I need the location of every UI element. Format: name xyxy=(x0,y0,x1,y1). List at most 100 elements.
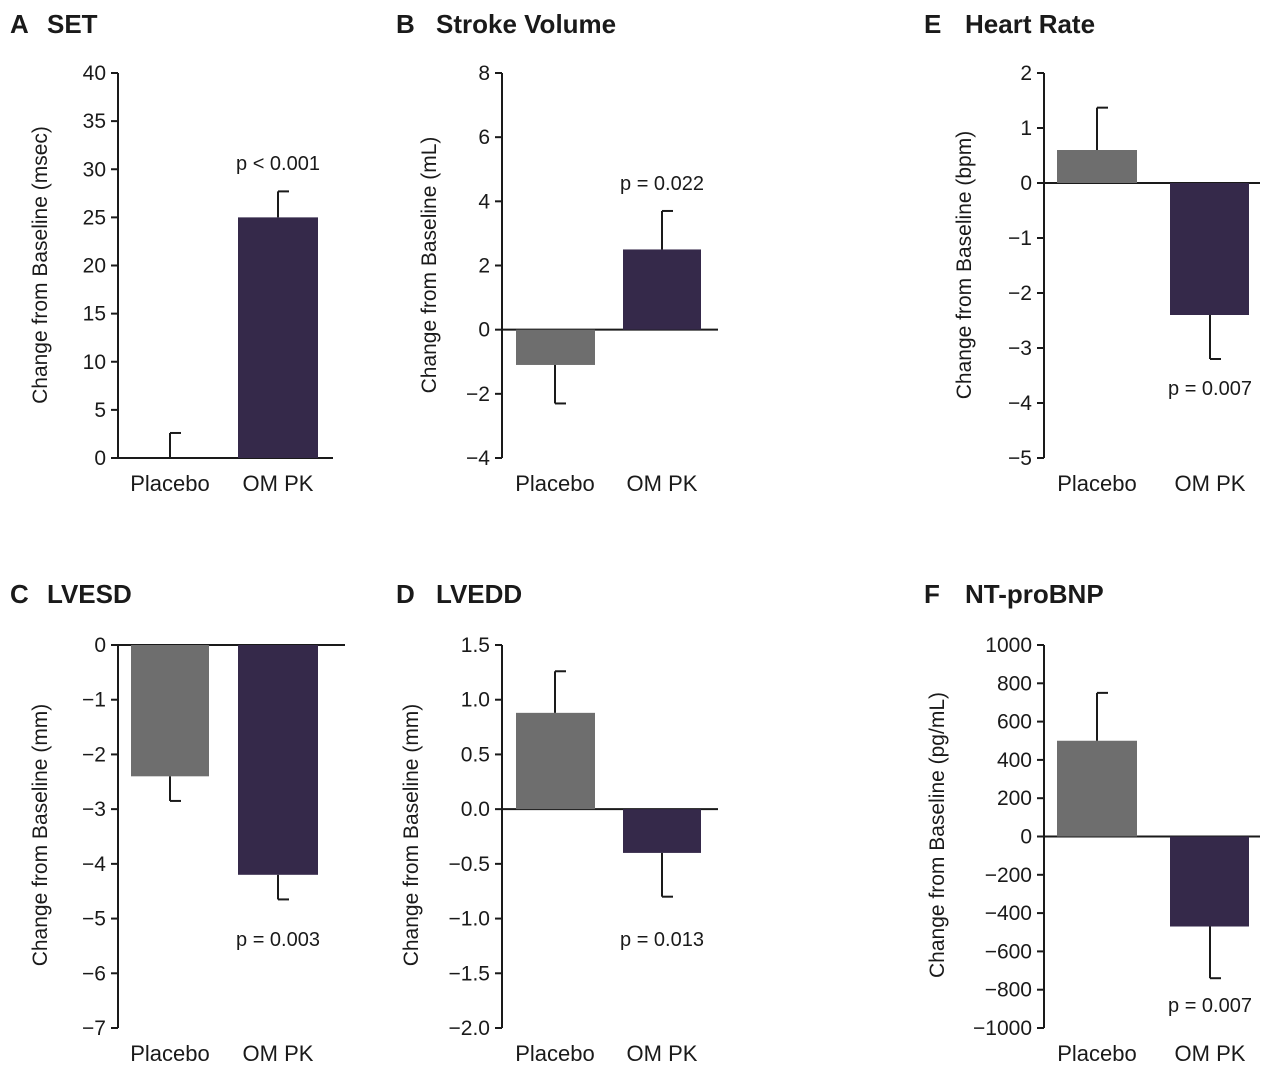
bar-om-pk xyxy=(1170,836,1249,927)
y-axis-label: Change from Baseline (mL) xyxy=(418,137,441,394)
panel-c: C LVESD −7 −6 −5 −4 −3 −2 −1 0 Change from Baselin… xyxy=(10,579,345,1066)
y-tick-label: 4 xyxy=(478,190,490,213)
panel-letter: A xyxy=(10,9,29,39)
y-tick-label: −3 xyxy=(1008,337,1032,360)
y-tick-label: 20 xyxy=(83,255,106,278)
y-tick-label: −5 xyxy=(1008,447,1032,470)
bar-placebo xyxy=(516,712,595,810)
panel-title: LVEDD xyxy=(436,579,522,609)
y-tick-label: 1 xyxy=(1020,117,1032,140)
panel-title: SET xyxy=(47,9,98,39)
y-tick-label: −800 xyxy=(985,979,1032,1002)
y-tick-label: 200 xyxy=(997,787,1032,810)
bar-placebo xyxy=(516,329,595,365)
bar-om-pk xyxy=(238,217,318,458)
x-category-label: OM PK xyxy=(627,471,698,496)
p-value-annotation: p = 0.007 xyxy=(1168,995,1252,1017)
panel-letter: C xyxy=(10,579,29,609)
y-axis-label: Change from Baseline (msec) xyxy=(29,126,52,404)
y-axis-label: Change from Baseline (pg/mL) xyxy=(926,692,949,978)
y-tick-label: 1000 xyxy=(985,634,1032,657)
panel-a: A SET 0 5 10 15 20 25 30 35 40 Change from Baseline… xyxy=(10,9,333,496)
y-tick-label: 40 xyxy=(83,62,106,85)
y-tick-label: 0 xyxy=(1020,172,1032,195)
y-tick-label: −2 xyxy=(466,383,490,406)
panel-letter: D xyxy=(396,579,415,609)
y-tick-label: 0 xyxy=(478,319,490,342)
p-value-annotation: p = 0.022 xyxy=(620,173,704,195)
y-tick-label: −0.5 xyxy=(449,853,490,876)
y-tick-label: −1000 xyxy=(973,1017,1032,1040)
p-value-annotation: p = 0.013 xyxy=(620,929,704,951)
y-tick-label: −400 xyxy=(985,902,1032,925)
y-tick-label: 6 xyxy=(478,126,490,149)
bar-placebo xyxy=(131,645,209,777)
panel-title: Heart Rate xyxy=(965,9,1095,39)
y-tick-label: −4 xyxy=(1008,392,1032,415)
panel-title: Stroke Volume xyxy=(436,9,616,39)
y-tick-label: −1 xyxy=(1008,227,1032,250)
bar-om-pk xyxy=(623,809,701,853)
x-category-label: Placebo xyxy=(515,1041,595,1066)
y-tick-label: 0.0 xyxy=(461,798,490,821)
y-tick-label: −2 xyxy=(82,743,106,766)
panel-d: D LVEDD −2.0 −1.5 −1.0 −0.5 0.0 0.5 1.0 1.5 Change… xyxy=(396,579,718,1066)
y-axis-label: Change from Baseline (bpm) xyxy=(953,131,976,399)
y-tick-label: 800 xyxy=(997,672,1032,695)
y-tick-label: 0 xyxy=(1020,826,1032,849)
x-category-label: OM PK xyxy=(1175,471,1246,496)
y-tick-label: 2 xyxy=(1020,62,1032,85)
y-tick-label: −4 xyxy=(466,447,490,470)
panel-letter: B xyxy=(396,9,415,39)
y-tick-label: −600 xyxy=(985,940,1032,963)
y-tick-label: 2 xyxy=(478,255,490,278)
y-tick-label: 1.0 xyxy=(461,689,490,712)
y-axis-label: Change from Baseline (mm) xyxy=(29,704,52,967)
panel-e: E Heart Rate −5 −4 −3 −2 −1 0 1 2 Change from Base… xyxy=(924,9,1260,496)
panel-title: NT-proBNP xyxy=(965,579,1104,609)
y-tick-label: 10 xyxy=(83,351,106,374)
y-tick-label: 15 xyxy=(83,303,106,326)
y-tick-label: 400 xyxy=(997,749,1032,772)
x-category-label: Placebo xyxy=(515,471,595,496)
y-tick-label: 35 xyxy=(83,110,106,133)
panel-title: LVESD xyxy=(47,579,132,609)
y-tick-label: 600 xyxy=(997,711,1032,734)
panel-letter: F xyxy=(924,579,940,609)
y-tick-label: 0 xyxy=(94,634,106,657)
y-tick-label: −3 xyxy=(82,798,106,821)
bar-placebo xyxy=(1057,150,1137,183)
y-tick-label: −1.5 xyxy=(449,962,490,985)
y-tick-label: 1.5 xyxy=(461,634,490,657)
p-value-annotation: p = 0.007 xyxy=(1168,378,1252,400)
y-axis-label: Change from Baseline (mm) xyxy=(400,704,423,967)
panel-b: B Stroke Volume −4 −2 0 2 4 6 8 Change from Basel… xyxy=(396,9,718,496)
x-category-label: Placebo xyxy=(1057,471,1137,496)
x-category-label: Placebo xyxy=(130,1041,210,1066)
p-value-annotation: p = 0.003 xyxy=(236,929,320,951)
bar-om-pk xyxy=(623,249,701,330)
y-tick-label: 8 xyxy=(478,62,490,85)
y-tick-label: −6 xyxy=(82,962,106,985)
x-category-label: OM PK xyxy=(627,1041,698,1066)
y-tick-label: 25 xyxy=(83,206,106,229)
bar-om-pk xyxy=(1170,183,1249,315)
y-tick-label: −2.0 xyxy=(449,1017,490,1040)
bar-placebo xyxy=(1057,740,1137,837)
y-tick-label: −1.0 xyxy=(449,908,490,931)
y-tick-label: 0.5 xyxy=(461,743,490,766)
y-tick-label: 0 xyxy=(94,447,106,470)
y-tick-label: −200 xyxy=(985,864,1032,887)
y-tick-label: −5 xyxy=(82,908,106,931)
x-category-label: Placebo xyxy=(1057,1041,1137,1066)
p-value-annotation: p < 0.001 xyxy=(236,153,320,175)
x-category-label: OM PK xyxy=(1175,1041,1246,1066)
y-tick-label: 30 xyxy=(83,158,106,181)
y-tick-label: −4 xyxy=(82,853,106,876)
bar-om-pk xyxy=(238,645,318,875)
x-category-label: OM PK xyxy=(243,1041,314,1066)
panel-f: F NT-proBNP −1000 −800 −600 −400 −200 0 200 400 60… xyxy=(924,579,1260,1066)
y-tick-label: −1 xyxy=(82,689,106,712)
x-category-label: Placebo xyxy=(130,471,210,496)
